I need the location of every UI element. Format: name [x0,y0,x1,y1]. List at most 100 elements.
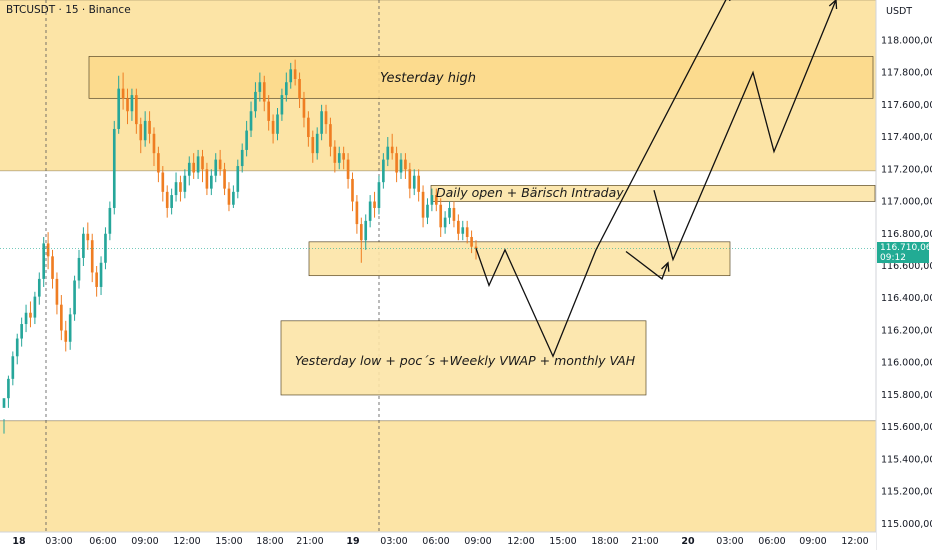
time-tick-label: 09:00 [464,536,491,547]
time-axis-background [0,532,876,550]
candle-body [373,201,376,208]
price-tick-label: 116.400,00 [881,293,932,304]
candle-body [77,257,81,281]
time-tick-label: 06:00 [422,536,449,547]
candle-body [7,378,10,399]
zone-box [308,241,731,277]
candle-body [24,312,28,325]
price-tick-label: 117.000,00 [881,197,932,208]
candle-body [293,69,297,79]
candle-body [355,201,359,225]
candle-body [452,207,456,221]
candle-body [320,111,323,134]
time-tick-label: 19 [346,536,359,547]
background-band [0,420,876,532]
time-tick-label: 03:00 [45,536,72,547]
candle-body [130,95,134,112]
candle-body [346,159,350,179]
candle-body [342,153,345,160]
arrow-head [661,261,670,272]
candle-body [187,162,191,176]
candle-body [183,175,187,192]
candle-body [443,217,447,228]
time-tick-label: 15:00 [549,536,576,547]
time-tick-label: 12:00 [841,536,868,547]
candle-body [426,204,429,218]
zone-label: Daily open + Bärisch Intraday [436,185,624,200]
candle-body [386,146,390,160]
time-tick-label: 20 [681,536,695,547]
price-tick-label: 115.600,00 [881,422,932,433]
candle-body [457,220,460,234]
price-tick-label: 115.400,00 [881,454,932,465]
candle-body [2,398,6,408]
price-tick-label: 118.000,00 [881,35,932,46]
candle-body [258,82,262,92]
candle-body [99,262,103,287]
projection-arrows [475,0,838,358]
candle-body [196,156,200,173]
time-tick-label: 06:00 [89,536,116,547]
candle-body [448,207,451,218]
candle-body [214,159,218,176]
candle-body [37,278,41,297]
candle-body [351,178,354,202]
candle-body [218,159,222,170]
price-tick-label: 116.200,00 [881,325,932,336]
candle-body [55,278,59,305]
candle-body [368,201,372,221]
price-tick-label: 116.600,00 [881,261,932,272]
axis-background [877,0,932,550]
candle-body [152,133,156,154]
candle-body [404,159,407,170]
candle-body [227,188,231,205]
candle-body [33,296,37,318]
candle-body [359,224,363,241]
candle-body [148,120,151,134]
candle-body [90,240,94,273]
time-tick-label: 06:00 [758,536,785,547]
symbol-header[interactable]: BTCUSDT · 15 · Binance [6,4,131,16]
candle-body [15,338,19,357]
candle-body [284,82,288,96]
candle-body [201,156,204,170]
time-tick-label: 15:00 [215,536,242,547]
zone-label: Yesterday high [380,71,476,86]
bar-countdown: 09:12 [880,253,906,263]
candle-body [412,175,416,189]
candle-body [311,137,315,154]
time-axis[interactable]: 18 03:00 06:00 09:00 12:00 15:00 18:00 21:00 19 0… [0,531,876,550]
candle-body [82,233,85,258]
zones-layer [88,56,876,396]
price-tick-label: 116.000,00 [881,358,932,369]
candle-body [223,169,226,189]
candle-body [240,149,244,167]
candle-body [333,146,337,163]
candle-body [465,227,469,237]
time-tick-label: 21:00 [296,536,323,547]
arrow-head [828,0,838,10]
zone-label: Yesterday low + poc´s +Weekly VWAP + mon… [295,353,636,368]
currency-label[interactable]: USDT [886,6,913,17]
candle-body [271,120,275,134]
candle-body [298,78,301,99]
candle-body [86,233,90,241]
candle-body [329,124,332,147]
candle-body [117,88,121,129]
projection-path [475,0,727,358]
time-tick-label: 09:00 [131,536,158,547]
candle-body [262,82,266,102]
candle-body [210,175,213,189]
price-axis[interactable]: 118.000,00 117.800,00 117.600,00 117.400,00… [875,0,932,550]
candle-body [245,130,248,150]
candle-body [192,162,196,173]
time-tick-label: 12:00 [507,536,534,547]
candle-body [434,195,438,205]
candle-body [254,91,257,112]
candle-body [280,95,284,115]
projection-path [625,250,669,280]
candle-body [364,220,368,241]
candle-body [68,314,72,342]
